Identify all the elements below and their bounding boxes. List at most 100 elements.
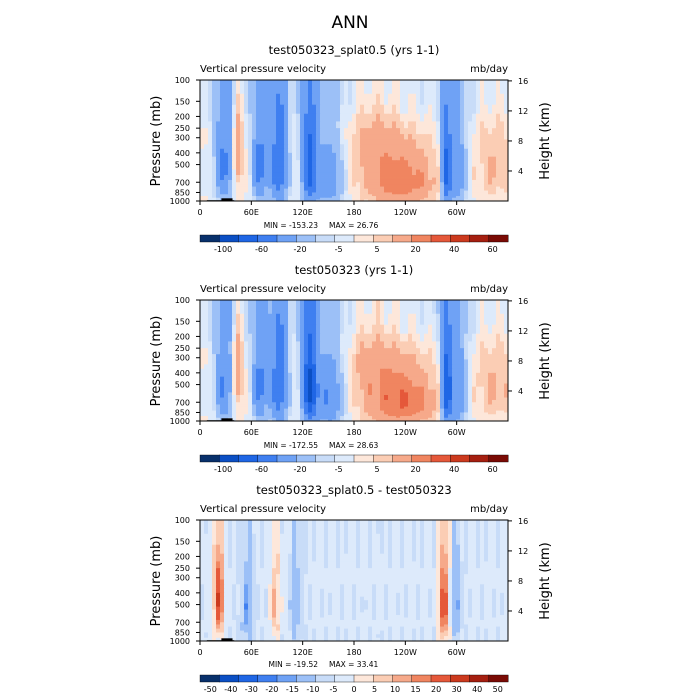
- heatmap-cell: [296, 372, 301, 378]
- heatmap-cell: [216, 348, 221, 355]
- heatmap-cell: [500, 399, 505, 403]
- heatmap-cell: [212, 172, 217, 176]
- heatmap-cell: [456, 414, 461, 417]
- heatmap-cell: [472, 113, 477, 122]
- heatmap-cell: [204, 380, 209, 384]
- heatmap-cell: [292, 177, 297, 181]
- heatmap-cell: [276, 144, 281, 150]
- heatmap-cell: [296, 414, 301, 417]
- heatmap-cell: [464, 392, 469, 396]
- heatmap-cell: [492, 128, 497, 135]
- heatmap-cell: [288, 333, 293, 342]
- heatmap-cell: [344, 177, 349, 181]
- heatmap-cell: [348, 194, 353, 197]
- heatmap-cell: [376, 194, 381, 197]
- heatmap-cell: [372, 148, 377, 154]
- heatmap-cell: [336, 380, 341, 384]
- heatmap-cell: [352, 163, 357, 168]
- heatmap-cell: [284, 160, 289, 164]
- heatmap-cell: [436, 190, 441, 193]
- heatmap-cell: [392, 364, 397, 370]
- heatmap-cell: [296, 196, 301, 199]
- heatmap-cell: [228, 179, 233, 183]
- heatmap-cell: [404, 408, 409, 411]
- heatmap-cell: [400, 93, 405, 106]
- heatmap-cell: [464, 80, 469, 95]
- heatmap-cell: [428, 419, 433, 422]
- heatmap-cell: [308, 533, 313, 546]
- heatmap-cell: [340, 520, 345, 535]
- heatmap-cell: [444, 364, 449, 370]
- heatmap-cell: [476, 80, 481, 95]
- heatmap-cell: [440, 139, 445, 145]
- panel-2-ylabel-right: Height (km): [538, 322, 553, 399]
- heatmap-cell: [416, 188, 421, 191]
- heatmap-cell: [408, 188, 413, 191]
- heatmap-cell: [444, 134, 449, 140]
- heatmap-cell: [408, 175, 413, 178]
- heatmap-cell: [336, 194, 341, 197]
- heatmap-cell: [424, 139, 429, 145]
- heatmap-cell: [228, 414, 233, 417]
- heatmap-cell: [280, 188, 285, 191]
- heatmap-cell: [456, 395, 461, 398]
- heatmap-cell: [344, 148, 349, 154]
- heatmap-cell: [252, 348, 257, 355]
- heatmap-cell: [360, 184, 365, 187]
- heatmap-cell: [396, 333, 401, 342]
- heatmap-cell: [320, 399, 325, 403]
- heatmap-cell: [456, 152, 461, 158]
- heatmap-cell: [220, 175, 225, 178]
- heatmap-cell: [340, 313, 345, 326]
- heatmap-cell: [376, 199, 381, 202]
- heatmap-cell: [328, 177, 333, 181]
- heatmap-cell: [388, 333, 393, 342]
- heatmap-cell: [200, 410, 205, 413]
- heatmap-cell: [404, 520, 409, 535]
- heatmap-cell: [260, 163, 265, 168]
- heatmap-cell: [236, 194, 241, 197]
- heatmap-cell: [200, 177, 205, 181]
- heatmap-cell: [496, 160, 501, 164]
- heatmap-cell: [376, 144, 381, 150]
- heatmap-cell: [356, 152, 361, 158]
- heatmap-cell: [360, 402, 365, 405]
- heatmap-cell: [460, 166, 465, 170]
- heatmap-cell: [492, 348, 497, 355]
- heatmap-cell: [272, 372, 277, 378]
- heatmap-cell: [384, 399, 389, 403]
- heatmap-cell: [328, 359, 333, 365]
- heatmap-cell: [484, 386, 489, 390]
- heatmap-cell: [332, 389, 337, 393]
- heatmap-cell: [416, 376, 421, 381]
- heatmap-cell: [280, 152, 285, 158]
- heatmap-cell: [256, 139, 261, 145]
- heatmap-cell: [316, 172, 321, 176]
- heatmap-cell: [236, 139, 241, 145]
- heatmap-cell: [440, 412, 445, 415]
- heatmap-cell: [376, 175, 381, 178]
- heatmap-cell: [384, 196, 389, 199]
- heatmap-cell: [456, 190, 461, 193]
- heatmap-cell: [208, 179, 213, 183]
- heatmap-cell: [252, 139, 257, 145]
- heatmap-cell: [372, 139, 377, 145]
- heatmap-cell: [440, 354, 445, 360]
- heatmap-cell: [308, 182, 313, 185]
- heatmap-cell: [500, 392, 505, 396]
- heatmap-cell: [424, 172, 429, 176]
- heatmap-cell: [260, 412, 265, 415]
- heatmap-cell: [372, 179, 377, 183]
- topography-highland: [221, 418, 233, 421]
- heatmap-cell: [492, 354, 497, 360]
- heatmap-cell: [320, 520, 325, 535]
- heatmap-cell: [396, 386, 401, 390]
- heatmap-cell: [248, 324, 253, 335]
- heatmap-cell: [348, 389, 353, 393]
- heatmap-cell: [292, 192, 297, 195]
- heatmap-cell: [436, 186, 441, 190]
- heatmap-cell: [408, 113, 413, 122]
- heatmap-cell: [396, 144, 401, 150]
- heatmap-cell: [368, 380, 373, 384]
- heatmap-cell: [260, 389, 265, 393]
